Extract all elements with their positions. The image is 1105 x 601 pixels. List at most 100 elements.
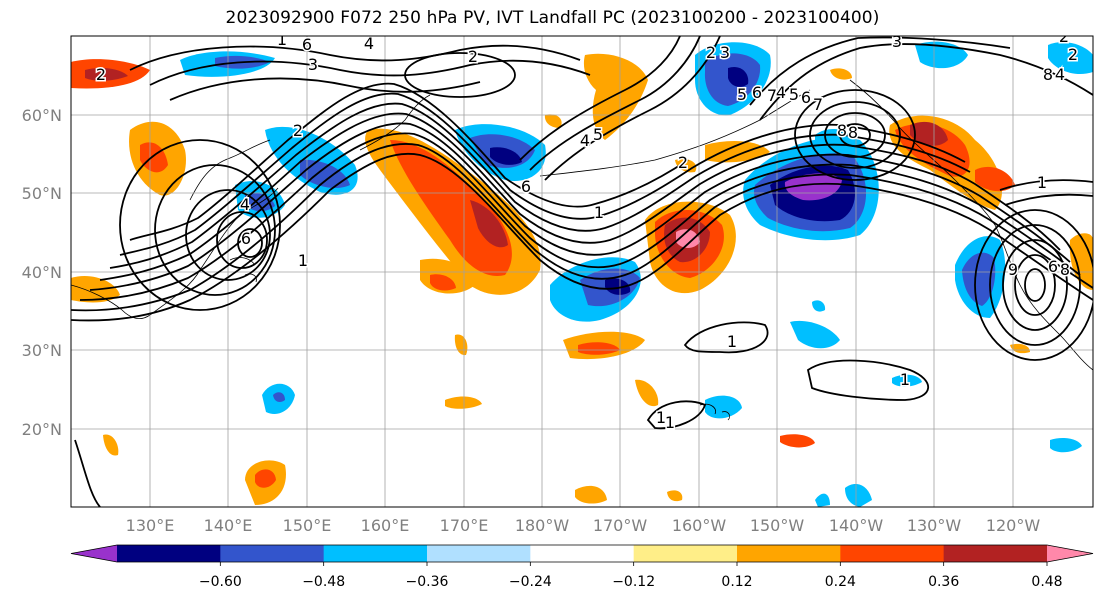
shade-positive: [830, 68, 852, 80]
contour-north: [544, 36, 721, 181]
colorbar-tick-label: 0.24: [825, 574, 856, 590]
contour-closed: [1024, 268, 1046, 302]
coastline-aleutians: [539, 89, 811, 177]
lon-tick-label: 140°W: [829, 516, 884, 535]
shade-positive: [575, 485, 607, 504]
shade-positive: [470, 200, 508, 248]
colorbar-segment: [117, 545, 221, 562]
contour-label: 8: [848, 123, 858, 142]
contour-label: 2: [1068, 45, 1078, 64]
colorbar-tick-label: −0.12: [612, 574, 655, 590]
shade-positive: [583, 53, 648, 140]
shade-positive: [445, 396, 482, 409]
contour-label: 1: [1037, 173, 1047, 192]
shade-negative: [1050, 438, 1082, 453]
contour-label: 8: [837, 121, 847, 140]
contour-label: 9: [1008, 260, 1018, 279]
shade-negative: [490, 147, 522, 165]
contour-label: 8: [1060, 260, 1070, 279]
lat-tick-label: 30°N: [22, 341, 62, 360]
contour-closed: [185, 189, 271, 281]
contour-closed: [839, 123, 871, 147]
lon-tick-label: 120°W: [986, 516, 1041, 535]
lat-tick-label: 60°N: [22, 106, 62, 125]
lon-tick-label: 160°E: [361, 516, 410, 535]
colorbar-tick-label: −0.48: [302, 574, 345, 590]
contour-west: [74, 439, 101, 507]
colorbar-segment: [323, 545, 428, 562]
map-frame: [70, 35, 1094, 508]
contour-label: 4: [240, 195, 250, 214]
contour-label: 1: [594, 203, 604, 222]
contour-label: 5: [737, 85, 747, 104]
contour-label: 3: [720, 43, 730, 62]
shade-positive: [780, 434, 815, 448]
contour-closed: [1014, 254, 1056, 316]
shade-negative: [273, 392, 285, 403]
contour-label: 2: [293, 121, 303, 140]
contour-label: 1: [900, 370, 910, 389]
ivt-contours: [71, 36, 1093, 507]
shade-negative: [815, 493, 830, 507]
shade-negative: [790, 320, 840, 349]
contour-north: [529, 36, 701, 171]
contour-east: [1004, 193, 1093, 206]
shade-negative: [300, 159, 350, 189]
shade-negative: [962, 252, 996, 306]
lon-tick-label: 140°E: [204, 516, 253, 535]
lon-tick-label: 130°E: [126, 516, 175, 535]
contour-label: 2: [678, 153, 688, 172]
contour-label: 2: [706, 43, 716, 62]
shade-positive: [705, 140, 770, 163]
contour-label: 1: [277, 30, 287, 49]
contour-label: 7: [813, 95, 823, 114]
lon-tick-label: 150°W: [750, 516, 805, 535]
contour-north: [519, 36, 681, 161]
contour-closed: [216, 211, 268, 269]
shade-positive: [85, 68, 128, 81]
colorbar-segment: [427, 545, 531, 562]
contour-label: 6: [1048, 257, 1058, 276]
shade-negative: [705, 395, 742, 419]
contour-north: [149, 59, 591, 86]
contour-label: 8: [1043, 65, 1053, 84]
contour-label: 1: [727, 332, 737, 351]
lon-tick-label: 130°W: [907, 516, 962, 535]
contour-label: 1: [298, 251, 308, 270]
shade-positive: [103, 434, 119, 456]
lat-tick-label: 20°N: [22, 420, 62, 439]
shade-positive: [544, 114, 562, 128]
shade-positive: [578, 342, 620, 355]
contour-closed: [237, 228, 263, 258]
shade-positive: [430, 274, 456, 291]
shade-negative: [812, 300, 826, 312]
shade-positive: [1010, 343, 1030, 354]
shade-negative: [892, 374, 922, 387]
colorbar-arrow-low: [71, 545, 117, 562]
coastline-okhotsk: [189, 139, 271, 201]
shade-positive: [667, 490, 683, 502]
shade-positive: [255, 469, 276, 488]
contour-north: [759, 43, 1093, 121]
contour-label: 4: [776, 83, 786, 102]
contour-label: 5: [789, 85, 799, 104]
contour-2: [71, 143, 1093, 312]
colorbar-tick-label: −0.36: [406, 574, 449, 590]
contour-label: 5: [593, 125, 603, 144]
lon-tick-labels: 130°E 140°E 150°E 160°E 170°E 180°W 170°W 160°W…: [126, 516, 1041, 535]
contour-north: [129, 44, 581, 71]
contour-label: 2: [96, 65, 106, 84]
colorbar-segment: [840, 545, 945, 562]
contour-1: [71, 152, 1093, 322]
colorbar-tick-label: 0.36: [928, 574, 959, 590]
contour-8: [129, 82, 689, 241]
lat-tick-label: 40°N: [22, 263, 62, 282]
contour-label: 3: [308, 55, 318, 74]
contour-label: 6: [752, 83, 762, 102]
colorbar-tick-label: 0.48: [1031, 574, 1062, 590]
lon-tick-label: 170°W: [593, 516, 648, 535]
colorbar: −0.60 −0.48 −0.36 −0.24 −0.12 0.12 0.24 0.36 0.4…: [70, 544, 1094, 590]
contour-label: 6: [241, 229, 251, 248]
